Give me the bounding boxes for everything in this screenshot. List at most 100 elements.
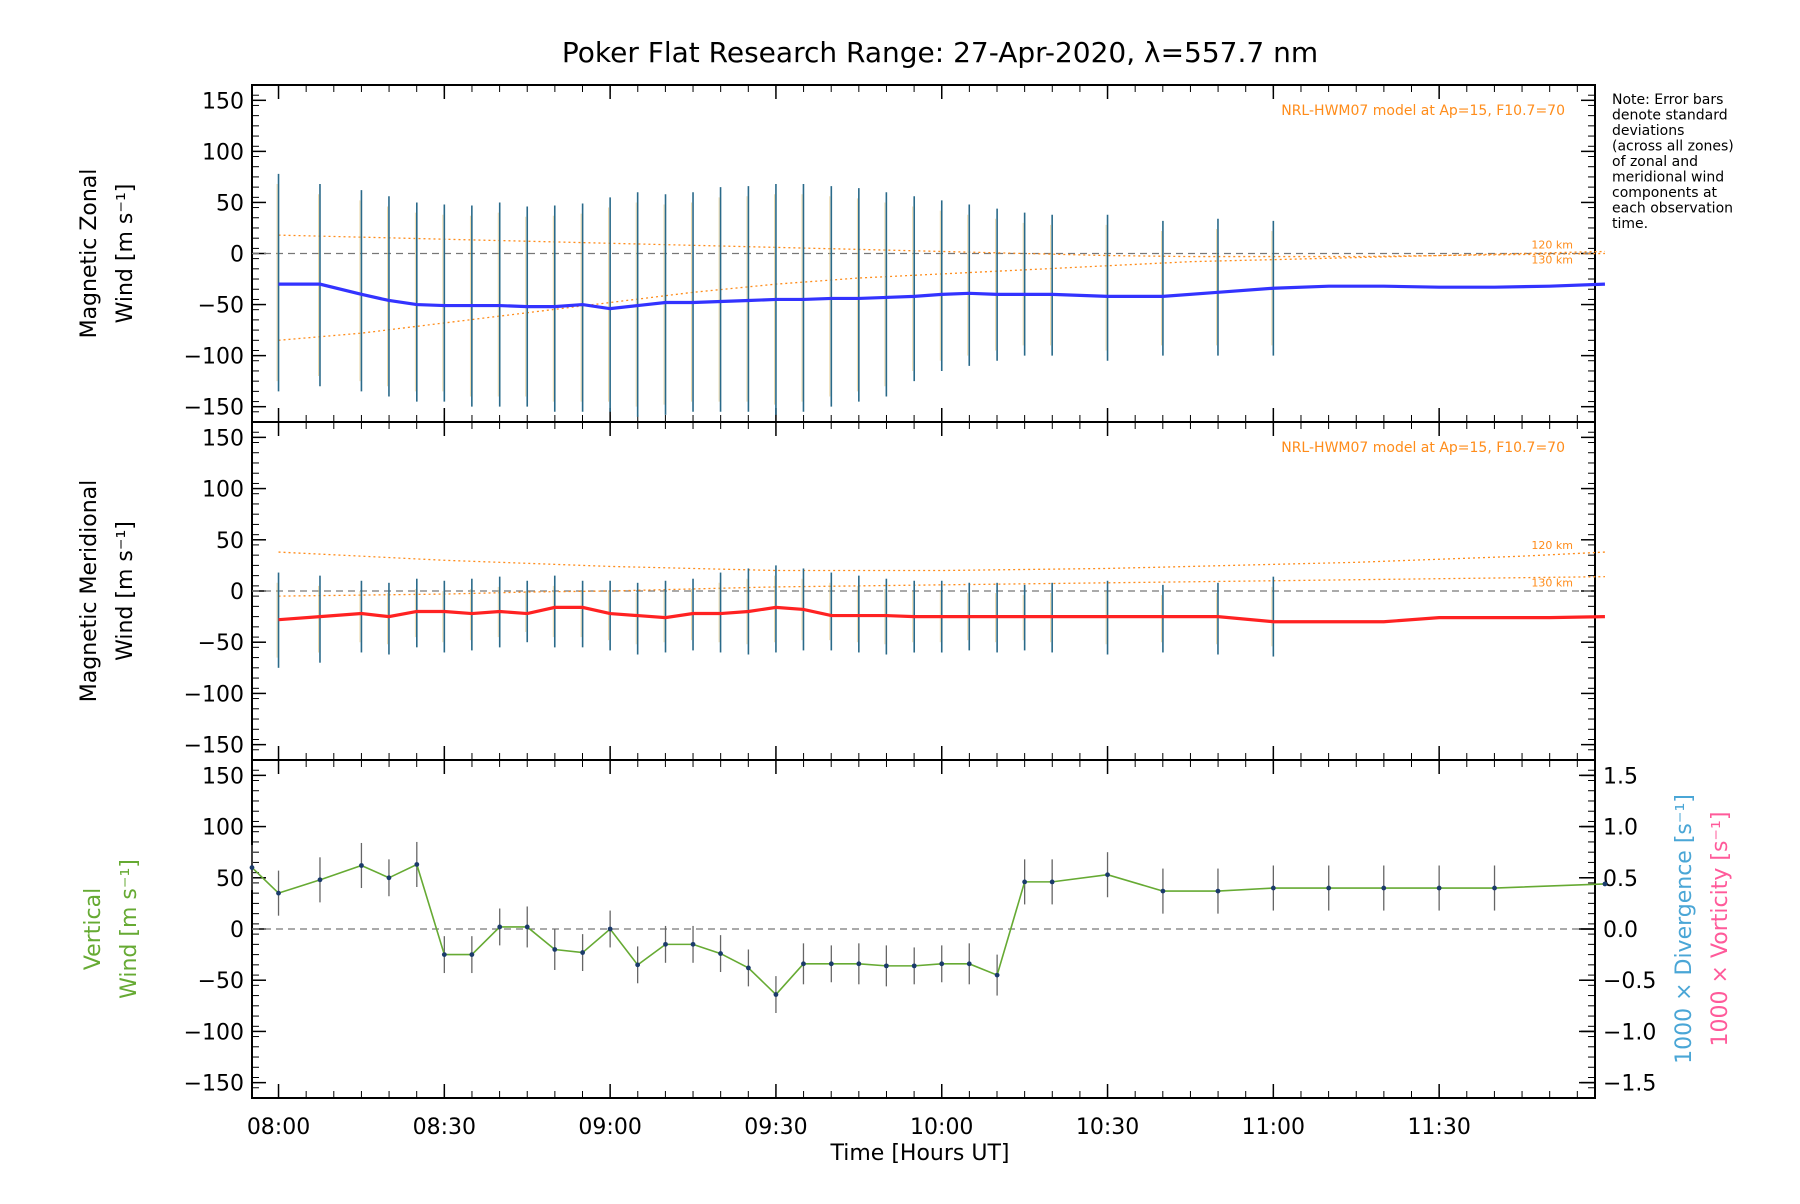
- data-point: [1160, 888, 1166, 894]
- data-point: [801, 961, 806, 967]
- y-tick-label: −150: [184, 1072, 244, 1097]
- x-tick-label: 11:30: [1407, 1115, 1470, 1140]
- zonal-wind-line: [278, 282, 1606, 311]
- data-point: [856, 961, 862, 967]
- vertical-wind-line: [251, 863, 1605, 996]
- y-tick-label: 100: [202, 816, 244, 841]
- data-point: [1022, 879, 1028, 885]
- y-tick-label: −100: [184, 345, 244, 370]
- altitude-label: 120 km: [1531, 238, 1573, 251]
- y-tick-label: 50: [216, 867, 244, 892]
- meridional-wind-line: [278, 605, 1605, 624]
- data-point: [1436, 885, 1442, 891]
- data-point: [317, 877, 323, 883]
- note-line: Note: Error bars: [1612, 92, 1723, 108]
- right-tick-label: −1.5: [1603, 1072, 1656, 1097]
- data-point: [1381, 885, 1387, 891]
- data-point: [469, 952, 475, 958]
- divergence-axis-label: 1000 × Divergence [s⁻¹]: [1672, 794, 1697, 1064]
- y-tick-label: 0: [230, 580, 244, 605]
- data-point: [883, 963, 889, 969]
- y-tick-label: −50: [198, 294, 244, 319]
- y-tick-label: 100: [202, 478, 244, 503]
- y-axis-label: Wind [m s⁻¹]: [113, 521, 138, 661]
- data-point: [1326, 885, 1332, 891]
- x-tick-label: 08:30: [413, 1115, 476, 1140]
- y-axis-label: Vertical: [81, 888, 106, 970]
- data-point: [414, 862, 420, 867]
- x-tick-label: 08:00: [247, 1115, 310, 1140]
- data-point: [718, 951, 723, 956]
- right-tick-label: 0.5: [1603, 867, 1638, 892]
- note-line: of zonal and: [1612, 154, 1698, 170]
- panel-zonal: 150 100 50 0 −50 −100 −150 Magnetic Zonal Wind […: [77, 84, 1606, 423]
- altitude-label: 120 km: [1531, 539, 1573, 552]
- data-point: [1215, 888, 1221, 894]
- y-tick-label: 150: [202, 764, 244, 789]
- plot-panels: 150 100 50 0 −50 −100 −150 Magnetic Zonal Wind […: [77, 84, 1733, 1140]
- y-axis-label: Wind [m s⁻¹]: [117, 859, 142, 999]
- note-line: time.: [1612, 216, 1648, 232]
- y-tick-label: −150: [184, 734, 244, 759]
- data-point: [911, 963, 917, 969]
- x-tick-label: 09:30: [744, 1115, 807, 1140]
- data-point: [1049, 879, 1055, 885]
- data-point: [524, 924, 530, 930]
- y-tick-label: 150: [202, 89, 244, 114]
- data-point: [1105, 872, 1110, 878]
- model-label: NRL-HWM07 model at Ap=15, F10.7=70: [1281, 440, 1565, 456]
- note-line: meridional wind: [1612, 170, 1724, 186]
- y-axis-label: Wind [m s⁻¹]: [113, 184, 138, 324]
- data-point: [580, 950, 586, 955]
- y-tick-label: 100: [202, 140, 244, 165]
- panel-vertical: 150 100 50 0 −50 −100 −150 Vertical Wind [m s⁻¹]…: [81, 759, 1733, 1140]
- data-point: [773, 992, 779, 997]
- note-line: deviations: [1612, 123, 1684, 139]
- data-point: [828, 961, 834, 967]
- y-tick-label: 0: [230, 243, 244, 268]
- x-tick-label: 10:30: [1076, 1115, 1139, 1140]
- right-tick-label: 1.0: [1603, 816, 1638, 841]
- data-point: [276, 890, 281, 896]
- data-point: [497, 924, 503, 930]
- y-tick-label: −100: [184, 1020, 244, 1045]
- right-tick-label: −1.0: [1603, 1020, 1656, 1045]
- y-tick-label: 0: [230, 918, 244, 943]
- note-line: components at: [1612, 185, 1718, 201]
- data-point: [386, 875, 392, 881]
- note-line: denote standard: [1612, 108, 1728, 124]
- data-point: [690, 941, 696, 947]
- x-axis-label: Time [Hours UT]: [830, 1141, 1010, 1166]
- panel-meridional: 150 100 50 0 −50 −100 −150 Magnetic Meridional W…: [77, 421, 1605, 761]
- y-tick-label: 50: [216, 191, 244, 216]
- y-tick-label: 150: [202, 426, 244, 451]
- data-point: [939, 961, 945, 967]
- right-tick-label: 0.0: [1603, 918, 1638, 943]
- x-tick-label: 10:00: [910, 1115, 973, 1140]
- y-tick-label: −100: [184, 682, 244, 707]
- y-tick-label: −50: [198, 969, 244, 994]
- data-point: [441, 952, 447, 958]
- data-point: [746, 965, 751, 971]
- right-tick-label: −0.5: [1603, 969, 1656, 994]
- y-tick-label: −150: [184, 396, 244, 421]
- model-label: NRL-HWM07 model at Ap=15, F10.7=70: [1281, 103, 1565, 119]
- chart-title: Poker Flat Research Range: 27-Apr-2020, …: [562, 36, 1318, 69]
- y-tick-label: −50: [198, 631, 244, 656]
- data-point: [966, 961, 972, 967]
- data-point: [1602, 881, 1608, 887]
- right-tick-label: 1.5: [1603, 764, 1638, 789]
- y-tick-label: 50: [216, 529, 244, 554]
- y-axis-label: Magnetic Meridional: [77, 480, 102, 702]
- model-curve-120km: [278, 551, 1605, 572]
- data-point: [359, 863, 364, 868]
- x-tick-label: 11:00: [1242, 1115, 1305, 1140]
- note-line: (across all zones): [1612, 139, 1734, 155]
- data-point: [1270, 885, 1276, 891]
- x-tick-label: 09:00: [578, 1115, 641, 1140]
- data-point: [635, 962, 641, 968]
- altitude-label: 130 km: [1531, 577, 1573, 590]
